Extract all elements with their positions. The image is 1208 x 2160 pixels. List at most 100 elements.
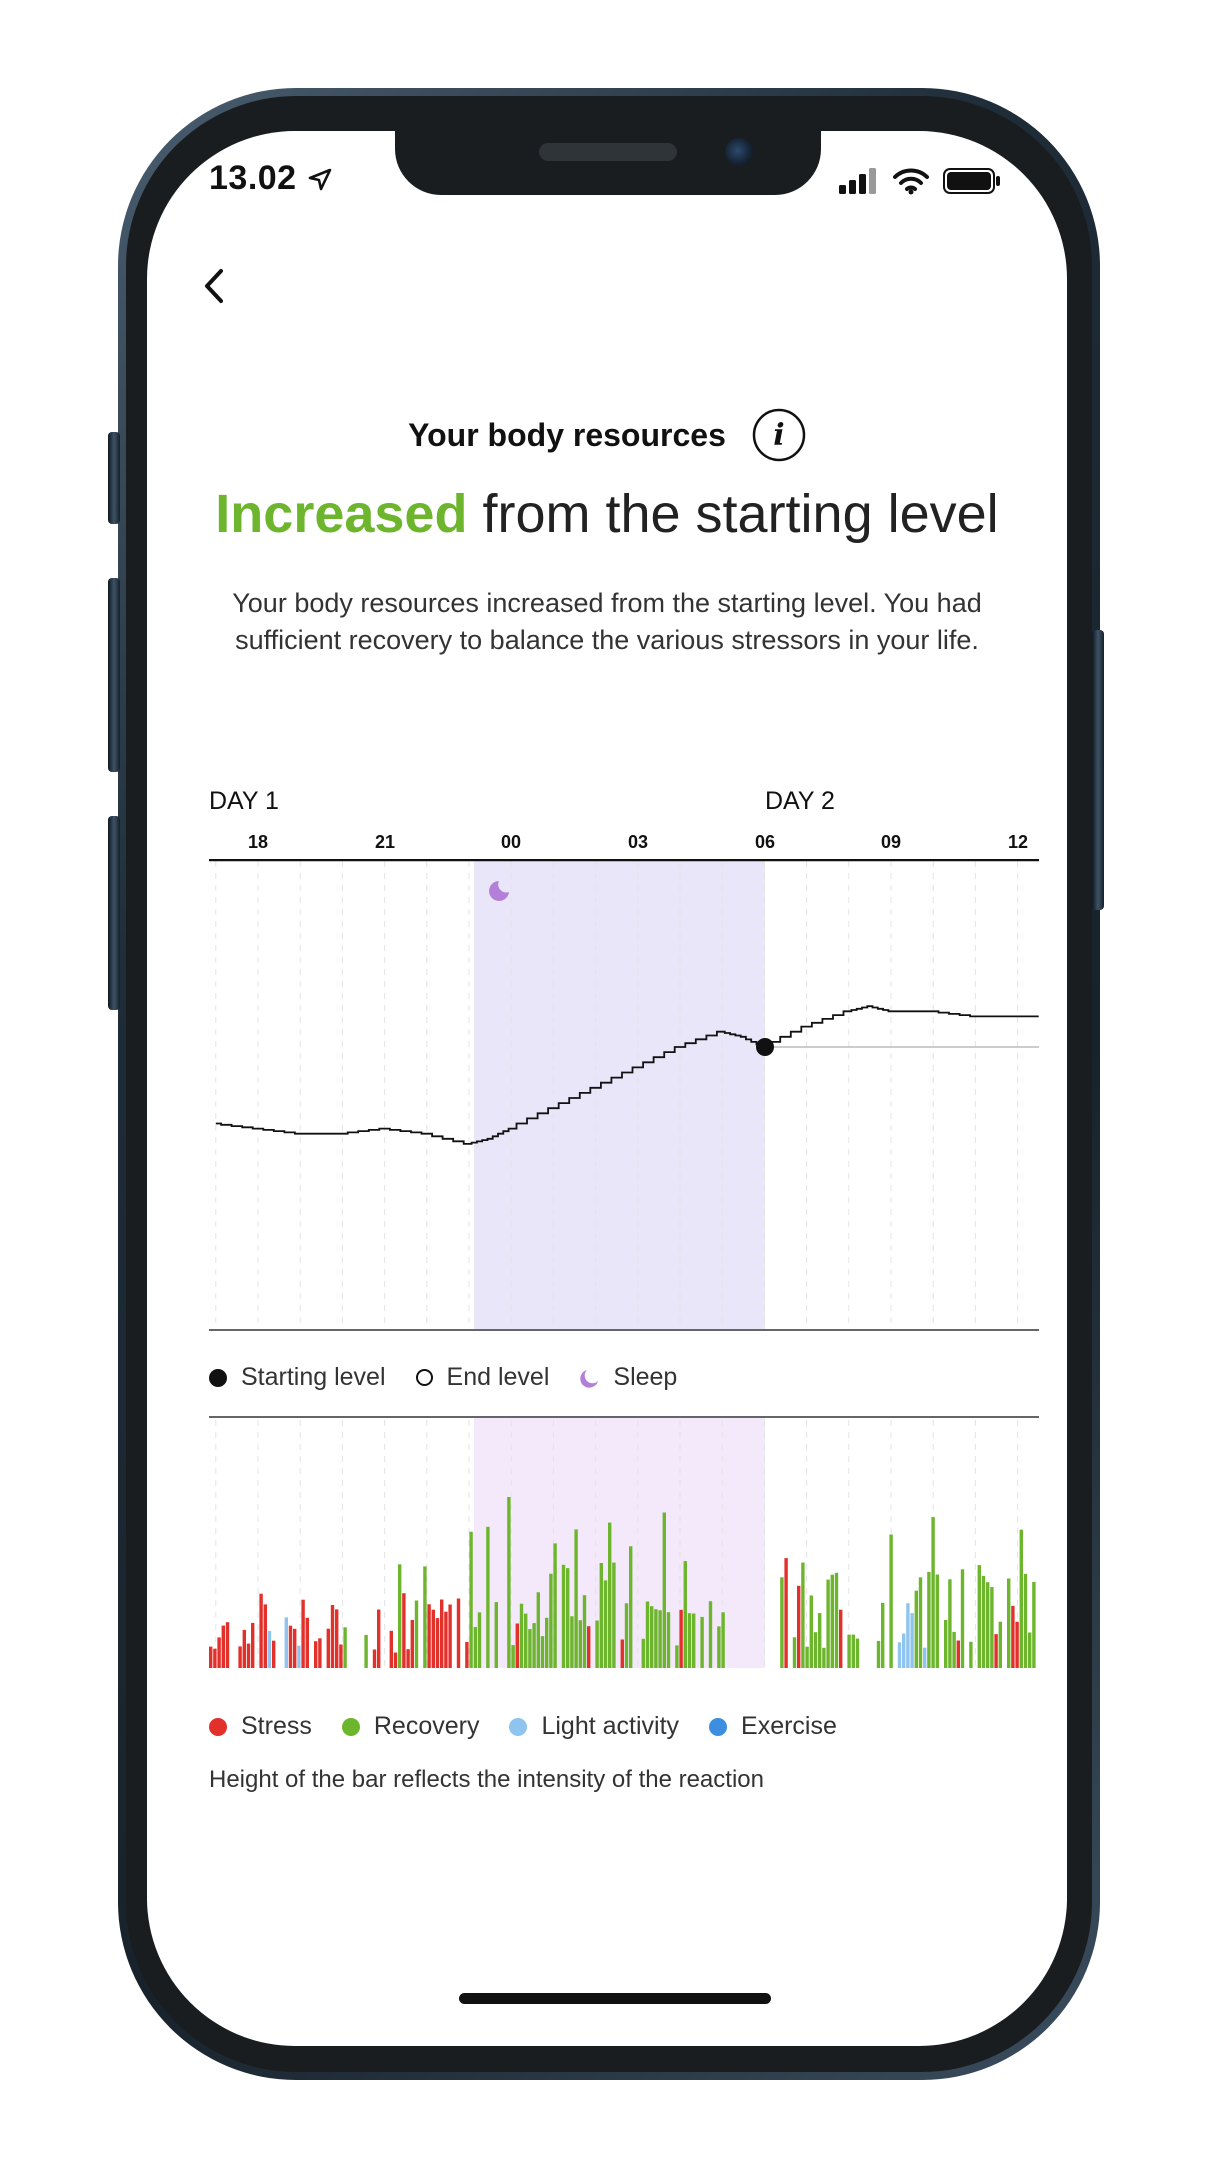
stress-bar bbox=[326, 1628, 330, 1668]
stress-dot-icon bbox=[209, 1717, 227, 1736]
stress-bar bbox=[318, 1638, 322, 1668]
recovery-bar bbox=[364, 1634, 368, 1668]
recovery-bar bbox=[511, 1645, 515, 1668]
recovery-bar bbox=[662, 1512, 666, 1668]
stress-bar bbox=[440, 1599, 444, 1668]
bar-legend: Stress Recovery Light activity Exercise bbox=[209, 1712, 867, 1741]
recovery-bar bbox=[675, 1645, 679, 1668]
description: Your body resources increased from the s… bbox=[232, 588, 982, 655]
recovery-bar bbox=[960, 1569, 965, 1668]
recovery-bar bbox=[540, 1636, 545, 1668]
stress-bar bbox=[402, 1593, 406, 1668]
stress-bar bbox=[839, 1609, 843, 1668]
recovery-bar bbox=[650, 1606, 654, 1668]
stress-bar bbox=[448, 1604, 452, 1668]
reaction-bars bbox=[209, 1497, 1036, 1668]
light-activity-dot-icon bbox=[509, 1717, 528, 1736]
stress-bar bbox=[784, 1558, 788, 1668]
notch bbox=[395, 131, 821, 195]
light_activity-bar bbox=[906, 1603, 910, 1668]
x-tick: 06 bbox=[754, 832, 776, 852]
recovery-bar bbox=[792, 1637, 797, 1668]
starting-level-dot-icon bbox=[209, 1368, 227, 1387]
legend-label: End level bbox=[446, 1363, 550, 1391]
recovery-bar bbox=[486, 1526, 490, 1668]
recovery-bar bbox=[935, 1574, 939, 1668]
recovery-bar bbox=[561, 1564, 566, 1668]
volume-down-button bbox=[108, 816, 120, 1010]
recovery-bar bbox=[574, 1529, 578, 1668]
light_activity-bar bbox=[284, 1617, 288, 1668]
recovery-bar bbox=[944, 1620, 948, 1668]
recovery-bar bbox=[608, 1522, 612, 1668]
recovery-bar bbox=[549, 1573, 553, 1668]
recovery-bar bbox=[876, 1640, 881, 1668]
stress-bar bbox=[314, 1641, 318, 1668]
stress-bar bbox=[217, 1637, 221, 1668]
speaker-grille bbox=[539, 143, 677, 161]
stress-bar bbox=[427, 1604, 431, 1668]
recovery-bar bbox=[536, 1592, 540, 1668]
recovery-bar bbox=[641, 1638, 645, 1668]
recovery-bar bbox=[654, 1609, 658, 1668]
stress-bar bbox=[377, 1609, 381, 1668]
recovery-bar bbox=[927, 1571, 931, 1668]
stress-bar bbox=[301, 1599, 305, 1668]
recovery-bar bbox=[813, 1632, 818, 1668]
recovery-bar bbox=[918, 1577, 923, 1668]
recovery-bar bbox=[343, 1627, 347, 1668]
back-chevron-icon[interactable] bbox=[195, 261, 235, 311]
x-tick: 21 bbox=[374, 832, 396, 852]
home-indicator[interactable] bbox=[459, 1993, 771, 2004]
recovery-bar bbox=[666, 1612, 671, 1668]
battery-icon bbox=[943, 168, 1000, 194]
recovery-bar bbox=[990, 1587, 994, 1668]
recovery-bar bbox=[612, 1562, 616, 1668]
recovery-bar bbox=[566, 1568, 570, 1668]
recovery-bar bbox=[692, 1613, 696, 1668]
chart-gridlines bbox=[215, 861, 1019, 1329]
stress-bar bbox=[393, 1652, 398, 1668]
status-time: 13.02 bbox=[209, 159, 297, 197]
recovery-bar bbox=[524, 1613, 528, 1668]
legend-label: Sleep bbox=[613, 1363, 678, 1391]
legend-exercise: Exercise bbox=[709, 1712, 837, 1741]
stress-bar bbox=[994, 1634, 998, 1668]
recovery-bar bbox=[578, 1620, 582, 1668]
stress-bar bbox=[465, 1642, 469, 1668]
recovery-bar bbox=[507, 1497, 511, 1668]
stress-bar bbox=[263, 1604, 267, 1668]
stress-bar bbox=[259, 1593, 263, 1668]
recovery-bar bbox=[881, 1602, 885, 1668]
recovery-bar bbox=[948, 1579, 952, 1668]
light_activity-bar bbox=[902, 1633, 906, 1668]
recovery-bar bbox=[603, 1580, 608, 1668]
light_activity-bar bbox=[923, 1647, 927, 1668]
stress-bar bbox=[410, 1620, 414, 1668]
info-icon[interactable]: i bbox=[752, 408, 806, 462]
stress-bar bbox=[225, 1622, 230, 1668]
recovery-bar bbox=[414, 1600, 419, 1668]
stress-bar bbox=[456, 1598, 461, 1668]
recovery-bar bbox=[624, 1603, 629, 1668]
stress-bar bbox=[293, 1628, 297, 1668]
status-icons bbox=[839, 167, 1001, 195]
stress-bar bbox=[238, 1646, 242, 1668]
light_activity-bar bbox=[267, 1630, 272, 1668]
starting-level-marker bbox=[756, 1038, 774, 1056]
recovery-bar bbox=[658, 1610, 662, 1668]
stress-bar bbox=[431, 1609, 435, 1668]
svg-text:i: i bbox=[773, 418, 784, 453]
recovery-bar bbox=[528, 1629, 532, 1668]
recovery-bar bbox=[582, 1595, 587, 1668]
stress-bar bbox=[246, 1643, 251, 1668]
recovery-bar bbox=[700, 1616, 704, 1668]
stress-bar bbox=[213, 1648, 217, 1668]
stress-bar bbox=[209, 1646, 213, 1668]
stress-bar bbox=[251, 1622, 255, 1668]
recovery-bar bbox=[595, 1620, 599, 1668]
reaction-bar-chart bbox=[209, 1418, 1036, 1668]
legend-label: Light activity bbox=[541, 1712, 680, 1740]
legend-starting-level: Starting level bbox=[209, 1363, 386, 1392]
stress-bar bbox=[587, 1626, 591, 1668]
